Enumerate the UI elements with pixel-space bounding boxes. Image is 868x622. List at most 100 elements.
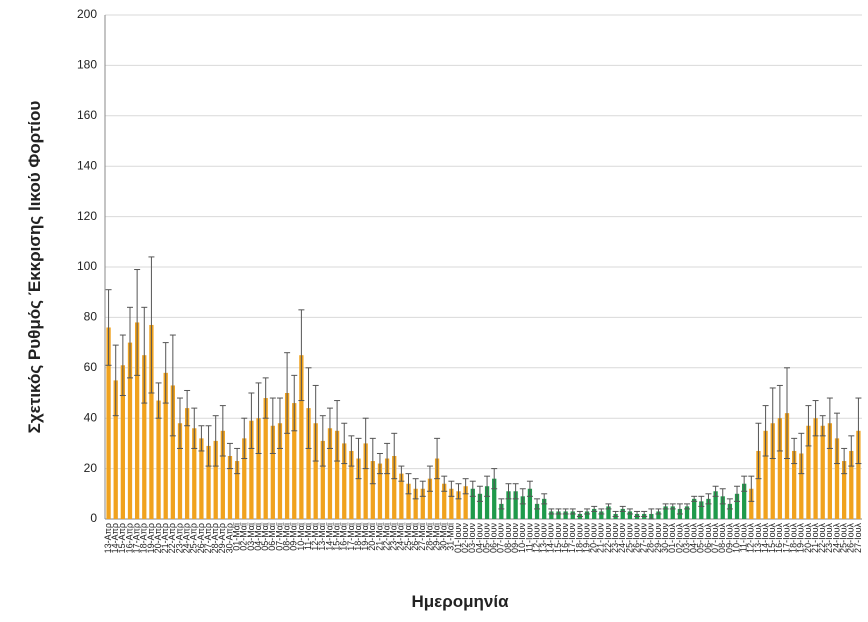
y-tick-label: 100	[77, 259, 97, 273]
x-tick-label: 10-Ιουν	[517, 523, 527, 553]
x-tick-label: 23-Απρ	[174, 523, 184, 553]
x-axis-label: Ημερομηνία	[411, 592, 509, 611]
x-tick-label: 27-Μαϊ	[417, 522, 427, 551]
x-tick-label: 03-Ιουλ	[681, 523, 691, 553]
bar	[506, 491, 511, 519]
bar	[856, 430, 861, 519]
bar	[449, 488, 454, 519]
bar	[713, 491, 718, 519]
bar	[263, 398, 268, 519]
bar	[477, 493, 483, 519]
bar	[492, 478, 497, 519]
bar	[534, 503, 540, 519]
x-tick-label: 01-Μαϊ	[231, 522, 241, 551]
x-tick-label: 24-Απρ	[182, 523, 192, 553]
bar	[563, 511, 568, 519]
bar	[549, 511, 554, 519]
x-tick-label: 14-Ιουν	[546, 523, 556, 553]
x-tick-label: 22-Ιουλ	[817, 523, 827, 553]
bar	[734, 493, 740, 519]
x-tick-label: 15-Μαϊ	[331, 522, 341, 551]
bar	[413, 488, 418, 519]
bar	[356, 458, 361, 519]
x-tick-label: 26-Ιουν	[631, 523, 641, 553]
x-tick-label: 18-Ιουλ	[789, 523, 799, 553]
x-tick-label: 26-Μαϊ	[410, 522, 420, 551]
x-tick-label: 01-Ιουν	[453, 523, 463, 553]
bar	[320, 440, 325, 519]
x-tick-label: 12-Ιουλ	[746, 523, 756, 553]
x-tick-label: 23-Μαϊ	[389, 522, 399, 551]
x-tick-label: 09-Ιουν	[510, 523, 520, 553]
x-tick-label: 21-Ιουλ	[810, 523, 820, 553]
x-tick-label: 15-Ιουλ	[767, 523, 777, 553]
x-tick-label: 17-Ιουλ	[781, 523, 791, 553]
bar	[592, 508, 597, 519]
bar	[299, 355, 304, 519]
x-tick-label: 29-Μαϊ	[431, 522, 441, 551]
x-tick-label: 13-Απρ	[103, 523, 113, 553]
x-tick-label: 02-Ιουλ	[674, 523, 684, 553]
x-tick-label: 07-Ιουν	[496, 523, 506, 553]
x-tick-label: 08-Ιουν	[503, 523, 513, 553]
bar	[727, 503, 733, 519]
bar	[527, 488, 533, 519]
x-tick-label: 11-Μαϊ	[303, 522, 313, 550]
x-tick-label: 06-Ιουλ	[703, 523, 713, 553]
x-tick-label: 22-Ιουν	[603, 523, 613, 553]
x-tick-label: 29-Απρ	[217, 523, 227, 553]
x-tick-label: 10-Μαϊ	[296, 522, 306, 551]
x-tick-label: 26-Απρ	[196, 523, 206, 553]
x-tick-label: 21-Ιουν	[596, 523, 606, 553]
x-tick-label: 22-Μαϊ	[381, 522, 391, 551]
bar	[827, 423, 833, 519]
bar	[127, 342, 133, 519]
bar	[606, 506, 611, 519]
bar	[699, 501, 704, 519]
y-tick-label: 40	[84, 410, 98, 424]
x-tick-label: 09-Μαϊ	[289, 522, 299, 551]
x-tick-label: 25-Απρ	[189, 523, 199, 553]
x-tick-label: 04-Ιουν	[474, 523, 484, 553]
bar	[556, 511, 561, 519]
x-tick-label: 29-Ιουν	[653, 523, 663, 553]
x-tick-label: 25-Ιουλ	[839, 523, 849, 553]
x-tick-label: 11-Ιουν	[524, 523, 534, 553]
bar	[363, 443, 368, 519]
x-tick-label: 30-Μαϊ	[439, 522, 449, 551]
bar	[199, 438, 204, 519]
bar	[270, 425, 275, 519]
bar	[692, 498, 697, 519]
bar	[192, 428, 197, 519]
x-tick-label: 19-Μαϊ	[360, 522, 370, 551]
y-tick-label: 0	[90, 511, 97, 525]
x-tick-label: 07-Μαϊ	[274, 522, 284, 551]
bar	[442, 483, 447, 519]
bar	[106, 327, 111, 519]
x-tick-label: 23-Ιουλ	[824, 523, 834, 553]
x-tick-label: 24-Ιουν	[617, 523, 627, 553]
bar	[392, 456, 397, 519]
bar	[584, 511, 590, 519]
x-tick-label: 21-Μαϊ	[374, 522, 384, 551]
x-tick-label: 30-Ιουν	[660, 523, 670, 553]
x-tick-label: 20-Ιουλ	[803, 523, 813, 553]
x-tick-label: 13-Ιουν	[539, 523, 549, 553]
x-tick-label: 13-Μαϊ	[317, 522, 327, 551]
x-tick-label: 27-Απρ	[203, 523, 213, 553]
bar	[463, 486, 468, 519]
bar	[277, 423, 283, 519]
bar	[792, 450, 797, 519]
bar	[763, 430, 768, 519]
bar	[484, 486, 490, 519]
bar	[134, 322, 140, 519]
x-tick-label: 18-Μαϊ	[353, 522, 363, 551]
x-tick-label: 21-Απρ	[160, 523, 170, 553]
bar	[784, 413, 790, 519]
bar	[434, 458, 440, 519]
x-tick-label: 08-Ιουλ	[717, 523, 727, 553]
x-tick-label: 25-Μαϊ	[403, 522, 413, 551]
x-tick-label: 26-Ιουλ	[846, 523, 856, 553]
bar	[513, 491, 518, 519]
